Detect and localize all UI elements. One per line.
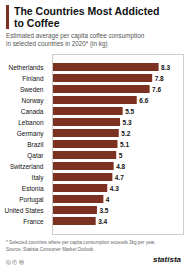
svg-text:5.2: 5.2: [121, 130, 130, 137]
svg-text:5.3: 5.3: [123, 119, 132, 126]
svg-text:4.7: 4.7: [115, 174, 124, 181]
svg-text:7.8: 7.8: [155, 75, 164, 82]
svg-text:4.8: 4.8: [116, 163, 125, 170]
svg-text:8.3: 8.3: [161, 64, 170, 71]
svg-text:United States: United States: [4, 207, 44, 214]
svg-text:Norway: Norway: [21, 97, 44, 105]
html-text:Source: Statista Consumer Mark: Source: Statista Consumer Market Outlook: [6, 246, 94, 252]
svg-text:5.5: 5.5: [125, 108, 134, 115]
svg-text:4: 4: [106, 196, 110, 203]
svg-text:6.6: 6.6: [139, 97, 148, 104]
svg-text:Estonia: Estonia: [22, 185, 44, 192]
html-text:The Countries Most Addicted to: The Countries Most Addicted to Coffee: [14, 5, 160, 30]
svg-text:Sweden: Sweden: [20, 86, 44, 93]
svg-text:Finland: Finland: [22, 75, 44, 82]
html-text:statista: statista: [153, 254, 181, 264]
svg-text:Switzerland: Switzerland: [10, 163, 44, 170]
svg-text:3.4: 3.4: [98, 218, 107, 225]
svg-text:Germany: Germany: [17, 130, 44, 138]
svg-text:4.3: 4.3: [110, 185, 119, 192]
svg-text:France: France: [23, 218, 44, 225]
html-text:* Selected countries where per: * Selected countries where per capita co…: [6, 240, 156, 246]
svg-text:Italy: Italy: [32, 174, 45, 182]
svg-text:5.1: 5.1: [120, 141, 129, 148]
svg-text:7.6: 7.6: [152, 86, 161, 93]
svg-text:Canada: Canada: [21, 108, 44, 115]
svg-text:Portugal: Portugal: [19, 196, 44, 204]
svg-text:Brazil: Brazil: [27, 141, 44, 148]
svg-text:5: 5: [119, 152, 123, 159]
svg-text:3.5: 3.5: [99, 207, 108, 214]
svg-text:Qatar: Qatar: [27, 152, 44, 160]
html-text:Estimated average per capita c: Estimated average per capita coffee cons…: [6, 32, 145, 48]
svg-text:Lebanon: Lebanon: [18, 119, 44, 126]
svg-text:Netherlands: Netherlands: [8, 64, 44, 71]
